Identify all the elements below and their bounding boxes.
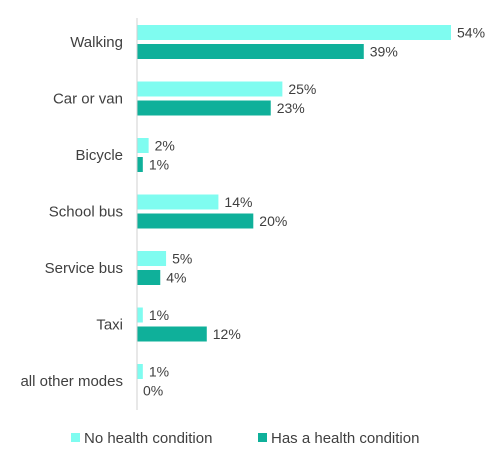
value-label: 1%: [149, 157, 169, 173]
legend-item-has-health-condition: Has a health condition: [271, 430, 419, 447]
value-label: 14%: [224, 194, 252, 210]
value-labels-group: 54% 39% 25% 23% 2% 1% 14% 20% 5% 4% 1% 12% 1% 0%: [143, 25, 485, 399]
bar-has-health-condition-1: [137, 100, 271, 116]
value-label: 4%: [166, 270, 186, 286]
category-label: Taxi: [96, 317, 123, 334]
bar-no-health-condition-0: [137, 25, 451, 40]
value-label: 0%: [143, 383, 163, 399]
bar-has-health-condition-0: [137, 44, 364, 59]
value-label: 39%: [370, 44, 398, 60]
bar-no-health-condition-1: [137, 81, 283, 97]
bar-no-health-condition-6: [137, 364, 143, 379]
value-label: 23%: [277, 100, 305, 116]
value-label: 12%: [213, 326, 241, 342]
bar-no-health-condition-2: [137, 138, 149, 153]
bars-group: [137, 25, 451, 379]
legend-swatch: [258, 433, 267, 442]
value-label: 54%: [457, 25, 485, 41]
bar-no-health-condition-5: [137, 307, 143, 323]
value-label: 25%: [288, 81, 316, 97]
bar-no-health-condition-3: [137, 194, 219, 210]
bar-no-health-condition-4: [137, 251, 167, 266]
category-label: School bus: [49, 204, 123, 221]
value-label: 5%: [172, 251, 192, 267]
bar-has-health-condition-5: [137, 326, 207, 342]
value-label: 2%: [155, 138, 175, 154]
value-label: 20%: [259, 213, 287, 229]
bar-has-health-condition-2: [137, 157, 143, 172]
category-labels-group: Walking Car or van Bicycle School bus Servic…: [20, 34, 123, 390]
category-label: Bicycle: [75, 147, 123, 164]
category-label: Car or van: [53, 91, 123, 108]
legend-item-no-health-condition: No health condition: [84, 430, 212, 447]
value-label: 1%: [149, 364, 169, 380]
category-label: Walking: [70, 34, 123, 51]
bar-has-health-condition-3: [137, 213, 254, 229]
category-label: Service bus: [45, 260, 123, 277]
category-label: all other modes: [20, 373, 123, 390]
bar-has-health-condition-4: [137, 270, 161, 285]
value-label: 1%: [149, 307, 169, 323]
legend: No health condition Has a health conditio…: [71, 430, 419, 447]
legend-swatch: [71, 433, 80, 442]
